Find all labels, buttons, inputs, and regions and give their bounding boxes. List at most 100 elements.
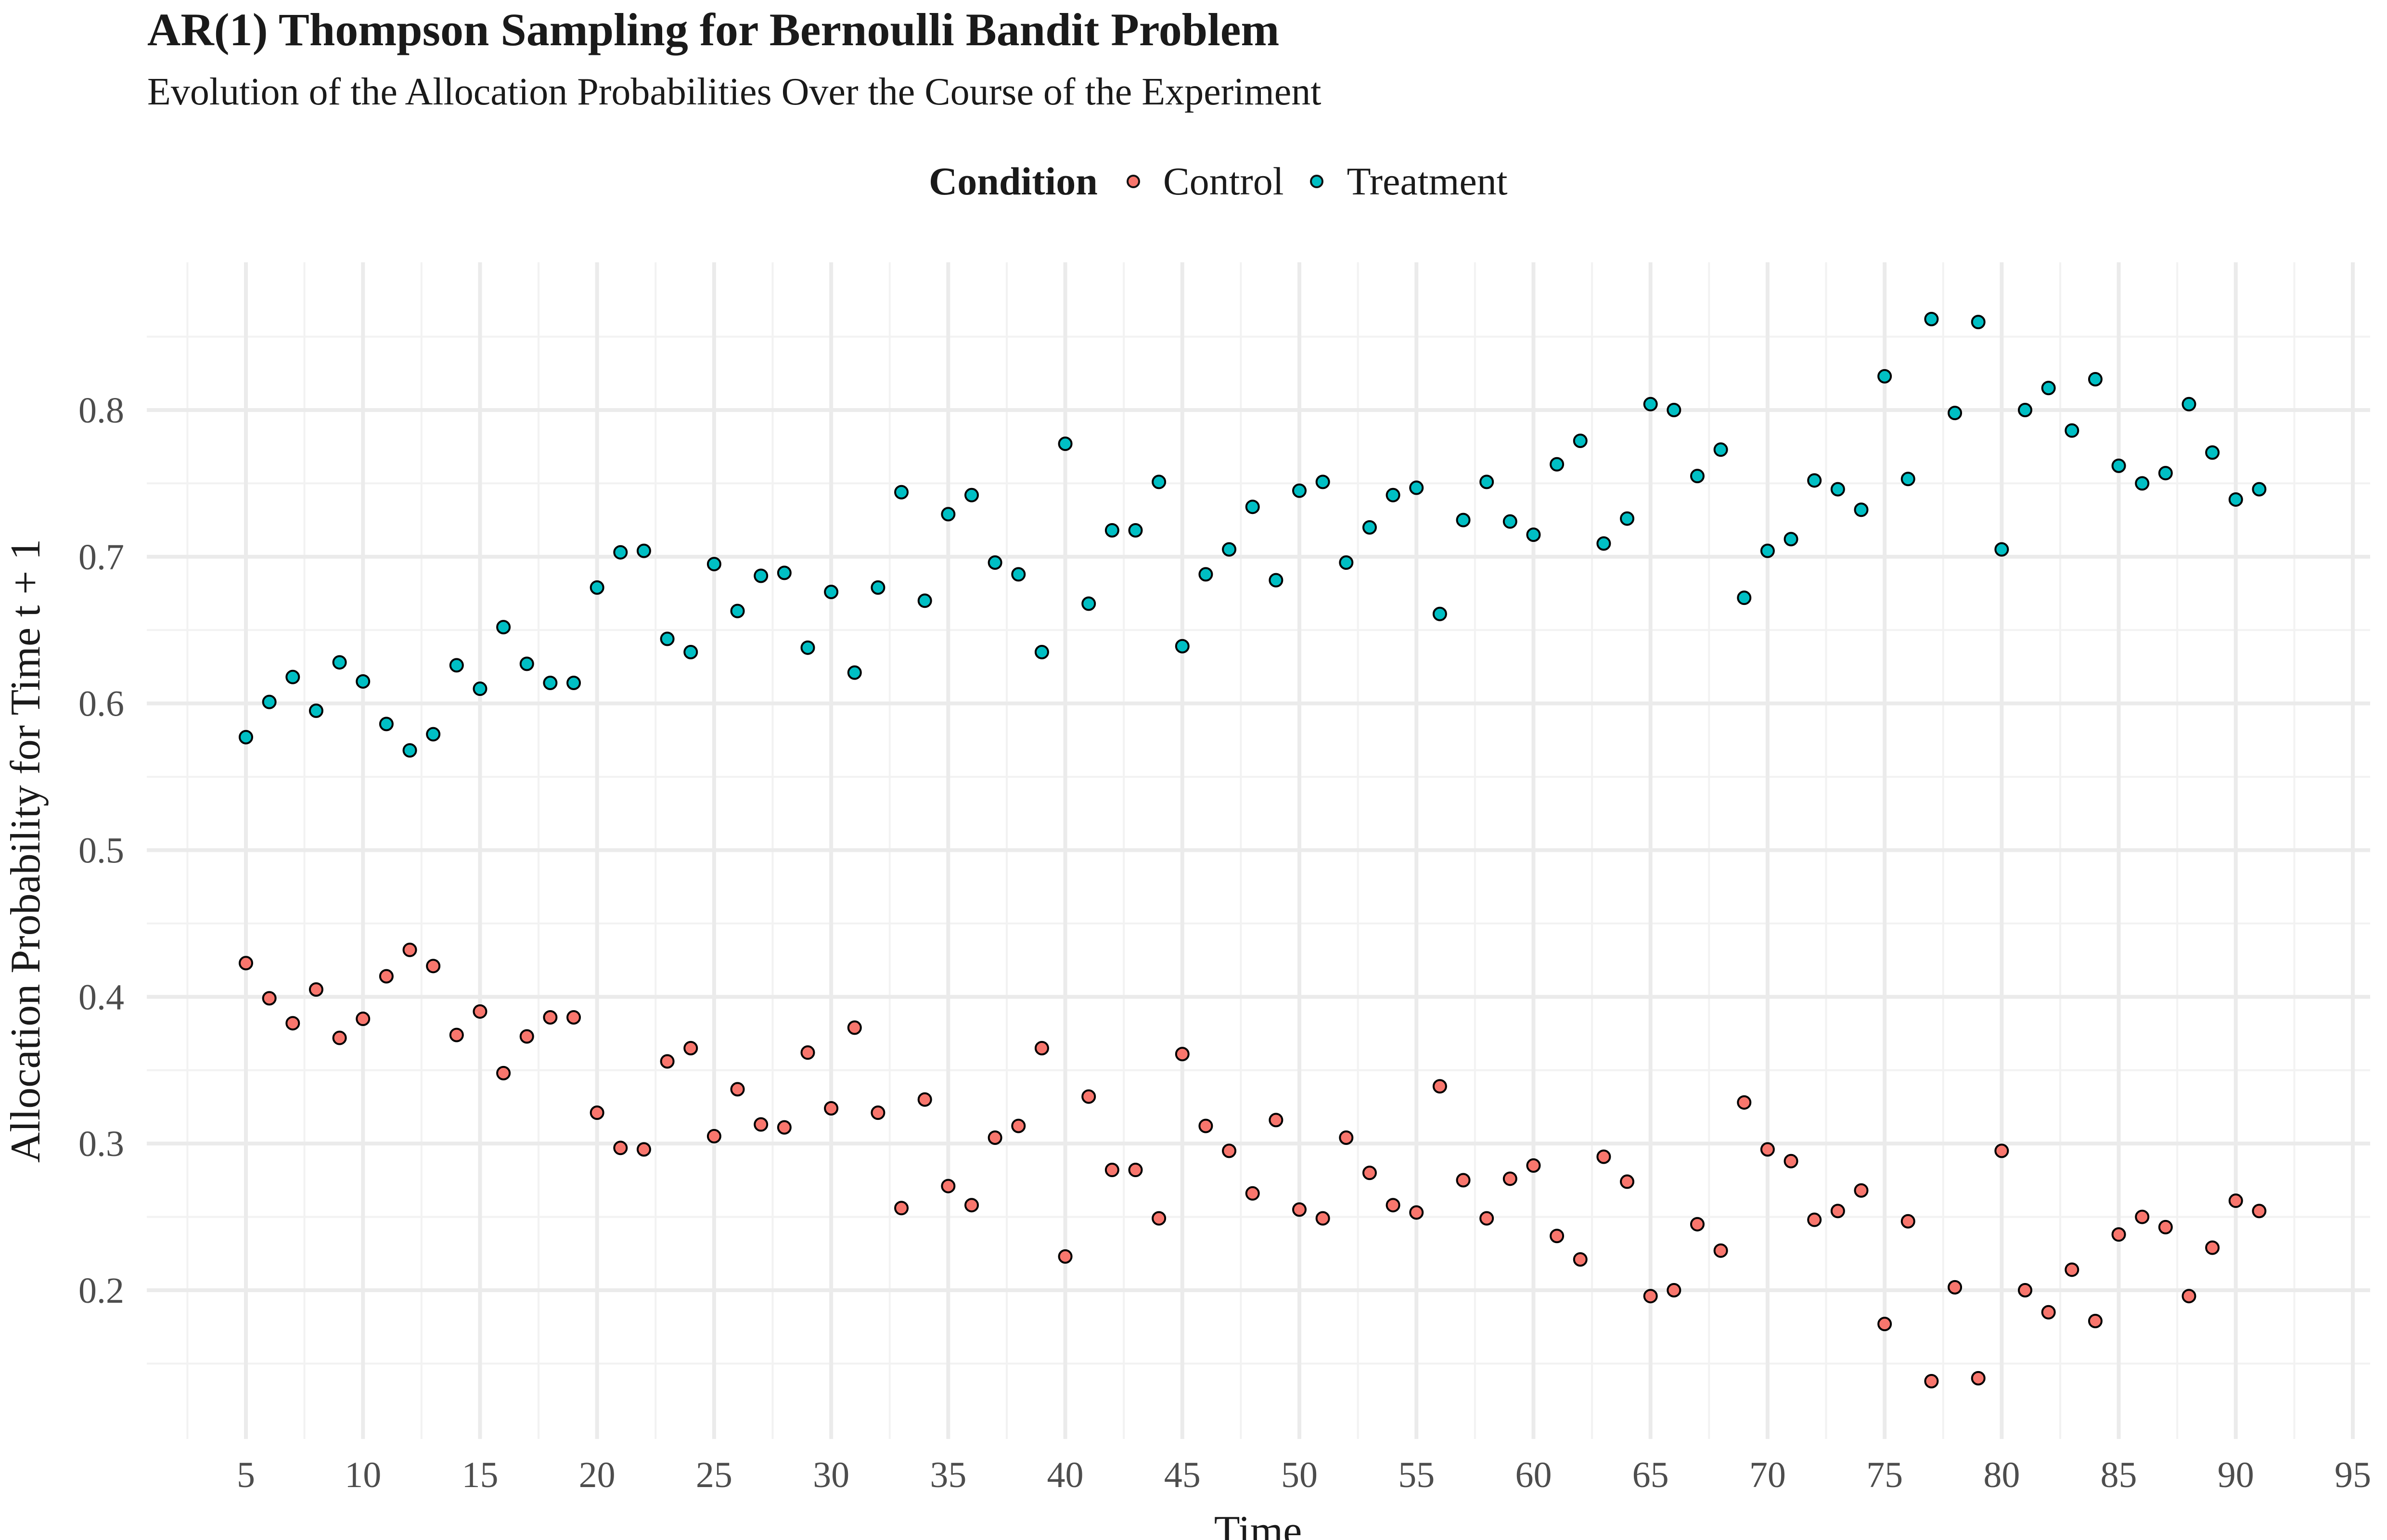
point-control — [2088, 1314, 2103, 1329]
point-treatment — [754, 568, 769, 583]
point-treatment — [449, 658, 464, 673]
point-treatment — [2252, 482, 2267, 497]
x-tick-label: 65 — [1632, 1455, 1669, 1495]
point-treatment — [1456, 513, 1471, 527]
x-tick-label: 70 — [1749, 1455, 1786, 1495]
point-control — [1713, 1243, 1728, 1258]
point-control — [964, 1198, 979, 1213]
point-treatment — [824, 584, 839, 599]
x-tick-label: 15 — [462, 1455, 498, 1495]
point-treatment — [1081, 596, 1096, 611]
point-control — [1152, 1211, 1167, 1226]
point-control — [730, 1082, 745, 1097]
point-treatment — [2158, 466, 2173, 481]
point-treatment — [1128, 523, 1143, 538]
point-treatment — [2111, 458, 2126, 473]
point-treatment — [2135, 476, 2150, 491]
point-control — [1807, 1212, 1822, 1227]
point-treatment — [1245, 500, 1260, 514]
point-control — [2205, 1240, 2220, 1255]
point-control — [2158, 1219, 2173, 1234]
point-control — [1994, 1143, 2009, 1158]
point-treatment — [2017, 403, 2032, 417]
point-treatment — [1479, 475, 1494, 489]
y-tick-label: 0.3 — [78, 1124, 124, 1164]
point-treatment — [917, 593, 932, 608]
point-control — [1175, 1047, 1190, 1062]
point-treatment — [566, 675, 581, 690]
point-control — [1830, 1204, 1845, 1219]
point-treatment — [964, 488, 979, 502]
point-control — [308, 982, 323, 997]
point-control — [496, 1065, 511, 1080]
point-treatment — [894, 485, 909, 500]
x-tick-label: 45 — [1164, 1455, 1201, 1495]
major-gridlines — [147, 262, 2370, 1439]
point-treatment — [1948, 406, 1963, 421]
point-control — [2017, 1283, 2032, 1297]
point-treatment — [496, 620, 511, 635]
point-control — [402, 942, 417, 957]
point-control — [2228, 1194, 2243, 1208]
point-control — [2135, 1209, 2150, 1224]
point-treatment — [1432, 606, 1447, 621]
point-control — [824, 1101, 839, 1116]
point-treatment — [800, 640, 815, 655]
point-treatment — [1971, 315, 1986, 330]
point-treatment — [1573, 434, 1588, 449]
point-control — [1690, 1217, 1705, 1232]
point-control — [1550, 1229, 1565, 1244]
point-treatment — [730, 603, 745, 618]
point-control — [706, 1129, 721, 1143]
point-treatment — [1152, 475, 1167, 489]
legend-label-control: Control — [1163, 159, 1284, 203]
point-control — [800, 1045, 815, 1060]
point-treatment — [239, 730, 253, 744]
point-control — [1058, 1249, 1073, 1264]
point-control — [1760, 1142, 1775, 1157]
point-control — [1667, 1283, 1681, 1297]
point-control — [543, 1010, 558, 1025]
data-points — [239, 312, 2267, 1388]
y-tick-label: 0.8 — [78, 390, 124, 431]
point-treatment — [941, 507, 956, 522]
x-axis-title: Time — [1214, 1508, 1302, 1540]
point-control — [1737, 1095, 1752, 1110]
point-control — [379, 969, 394, 984]
point-treatment — [777, 565, 792, 580]
x-tick-label: 60 — [1515, 1455, 1552, 1495]
point-treatment — [1620, 511, 1635, 526]
y-tick-label: 0.4 — [78, 977, 124, 1017]
point-treatment — [1830, 482, 1845, 497]
point-treatment — [308, 703, 323, 718]
point-treatment — [2065, 423, 2079, 438]
point-treatment — [2088, 372, 2103, 386]
point-control — [332, 1030, 347, 1045]
y-tick-label: 0.5 — [78, 831, 124, 871]
legend-label-treatment: Treatment — [1347, 159, 1508, 203]
point-control — [1034, 1041, 1049, 1056]
x-tick-label: 75 — [1866, 1455, 1903, 1495]
chart-subtitle: Evolution of the Allocation Probabilitie… — [147, 71, 1322, 113]
point-control — [566, 1010, 581, 1025]
legend: Condition Control Treatment — [929, 155, 1534, 208]
point-treatment — [379, 717, 394, 732]
point-control — [285, 1016, 300, 1031]
point-treatment — [613, 545, 628, 560]
point-control — [1104, 1163, 1119, 1178]
point-treatment — [1362, 520, 1377, 535]
point-treatment — [1713, 442, 1728, 457]
point-treatment — [1877, 369, 1892, 384]
point-treatment — [1760, 543, 1775, 558]
point-control — [1269, 1113, 1283, 1128]
point-control — [2065, 1262, 2079, 1277]
point-control — [1924, 1373, 1939, 1388]
point-treatment — [1596, 536, 1611, 551]
point-control — [590, 1105, 604, 1120]
point-treatment — [988, 555, 1002, 570]
x-tick-label: 95 — [2335, 1455, 2371, 1495]
point-control — [613, 1141, 628, 1155]
point-control — [1432, 1079, 1447, 1094]
x-tick-label: 90 — [2218, 1455, 2254, 1495]
point-control — [754, 1117, 769, 1132]
